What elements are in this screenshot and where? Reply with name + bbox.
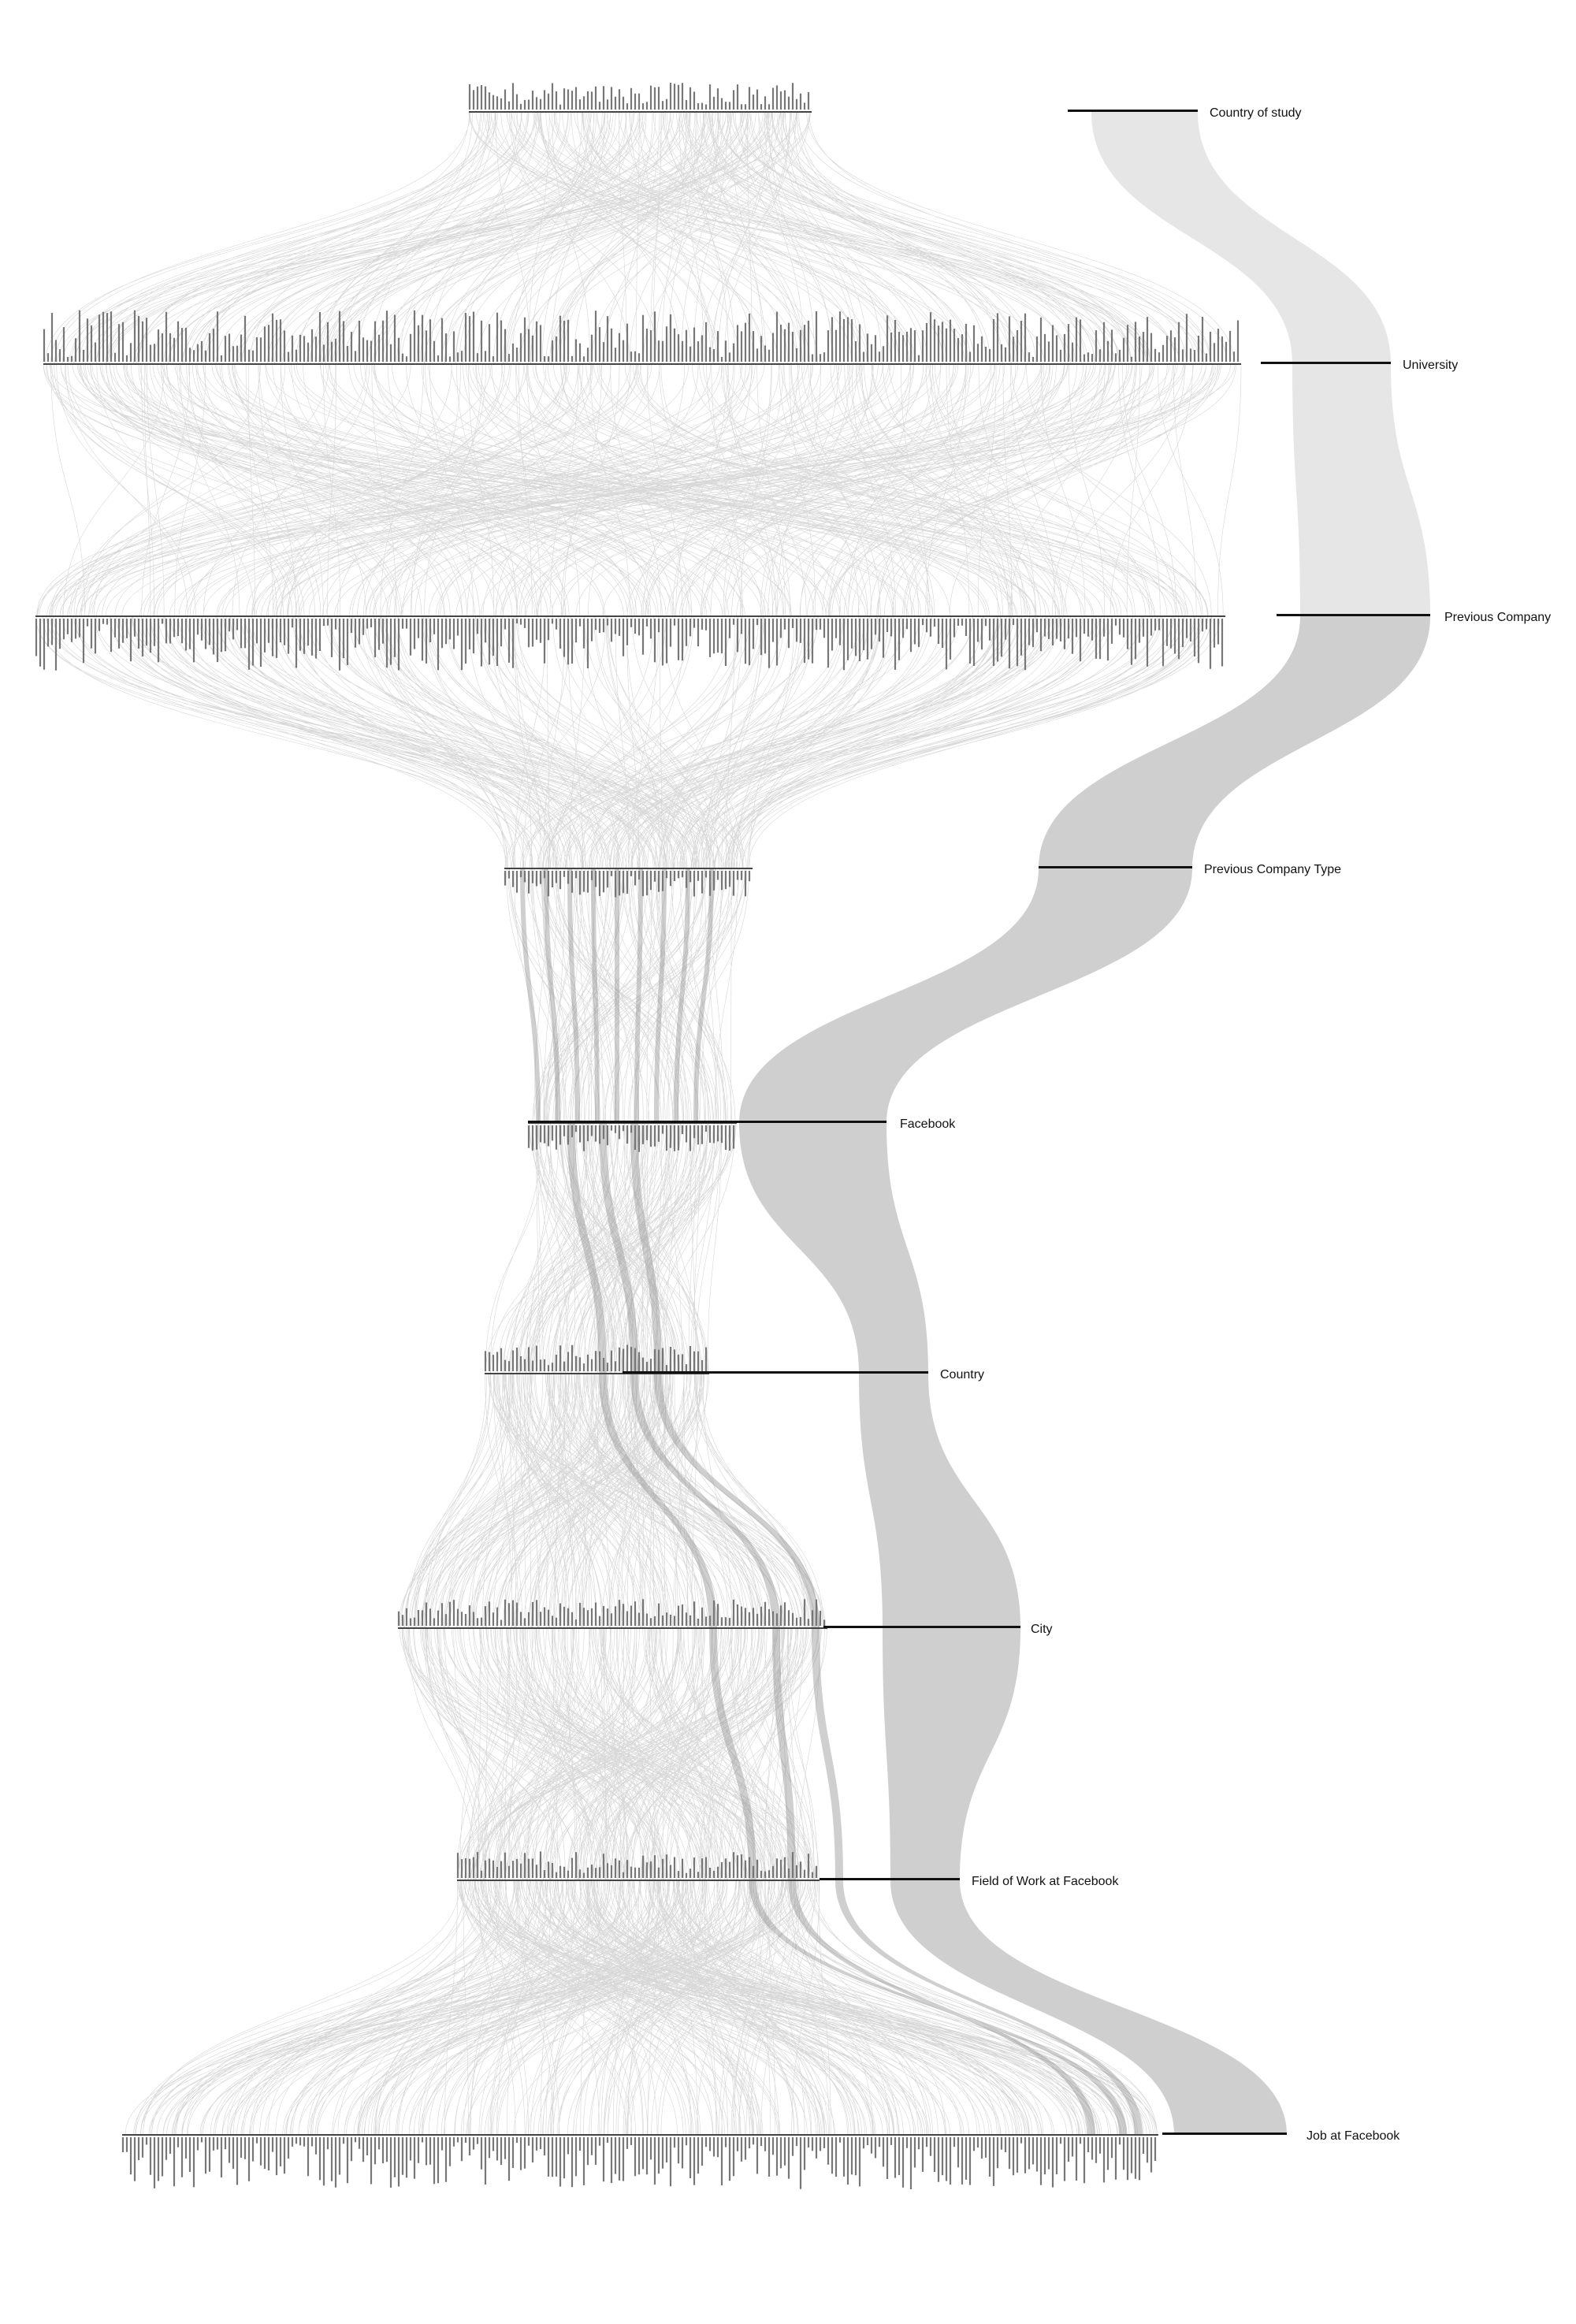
category-baseline-7: [457, 1880, 820, 1881]
threads-level-1: [37, 364, 1241, 616]
category-baseline-2: [35, 615, 1225, 617]
threads-level-6: [400, 1628, 827, 1880]
threads-level-0: [45, 112, 1234, 364]
category-tick-labels: [35, 83, 1241, 2189]
level-label-previous-company: Previous Company: [1444, 611, 1551, 624]
axis-country: [623, 1371, 928, 1374]
category-baseline-8: [122, 2134, 1158, 2136]
category-label-stubs-0: [470, 83, 808, 110]
level-label-field-of-work-at-facebook: Field of Work at Facebook: [972, 1875, 1119, 1888]
axis-previous-company-type: [1039, 866, 1192, 868]
axis-job-at-facebook: [1162, 2133, 1287, 2135]
level-label-city: City: [1031, 1623, 1053, 1636]
axis-country-of-study: [1068, 110, 1198, 112]
flow-band-type-0: [520, 868, 541, 1123]
level-label-job-at-facebook: Job at Facebook: [1307, 2129, 1400, 2143]
threads-level-4: [485, 1123, 736, 1374]
axis-facebook: [528, 1121, 886, 1123]
threads-level-5: [398, 1374, 826, 1628]
level-label-country-of-study: Country of study: [1210, 106, 1302, 120]
category-baseline-1: [43, 363, 1241, 365]
category-baseline-3: [504, 868, 753, 869]
threads-level-7: [125, 1880, 1157, 2135]
category-label-stubs-8: [123, 2137, 1155, 2189]
level-label-facebook: Facebook: [900, 1117, 956, 1131]
axis-previous-company: [1277, 614, 1430, 616]
axis-city: [823, 1626, 1020, 1628]
axis-university: [1261, 362, 1391, 364]
level-label-university: University: [1403, 359, 1458, 372]
axis-field-of-work: [820, 1878, 960, 1880]
level-label-country: Country: [940, 1368, 984, 1381]
category-baseline-0: [469, 111, 812, 113]
level-label-previous-company-type: Previous Company Type: [1204, 863, 1341, 876]
category-baseline-6: [398, 1627, 827, 1629]
